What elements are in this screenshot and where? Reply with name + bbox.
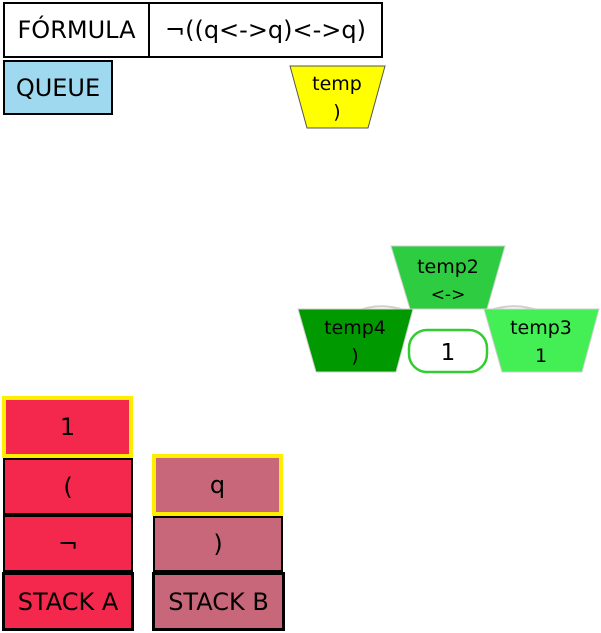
tree-right-value: 1 xyxy=(535,345,547,367)
tree-root-value: <-> xyxy=(431,285,466,305)
stack-b-item: ) xyxy=(153,516,283,572)
stack-a-label: STACK A xyxy=(2,572,134,631)
tree-result-value: 1 xyxy=(441,340,456,366)
formula-label: FÓRMULA xyxy=(3,2,150,58)
tree-left-node: temp4 ) xyxy=(297,308,414,373)
tree-root-name: temp2 xyxy=(417,256,479,278)
queue-item-value: ) xyxy=(333,101,340,123)
queue-label: QUEUE xyxy=(3,60,113,115)
formula-value: ¬((q<->q)<->q) xyxy=(148,2,383,58)
queue-item-temp: temp ) xyxy=(289,65,386,129)
tree-left-value: ) xyxy=(351,345,358,367)
tree-right-name: temp3 xyxy=(510,317,572,339)
tree-right-node: temp3 1 xyxy=(483,308,600,373)
tree-root-node: temp2 <-> xyxy=(390,245,506,310)
tree-left-name: temp4 xyxy=(324,317,386,339)
stack-a-item-top: 1 xyxy=(2,396,133,458)
queue-item-name: temp xyxy=(312,73,362,95)
tree-result-pill: 1 xyxy=(407,328,489,374)
stack-b-item-top: q xyxy=(152,454,283,516)
stack-a-item: ( xyxy=(3,458,133,515)
stack-a-item: ¬ xyxy=(3,515,133,572)
stack-b-label: STACK B xyxy=(152,572,285,631)
